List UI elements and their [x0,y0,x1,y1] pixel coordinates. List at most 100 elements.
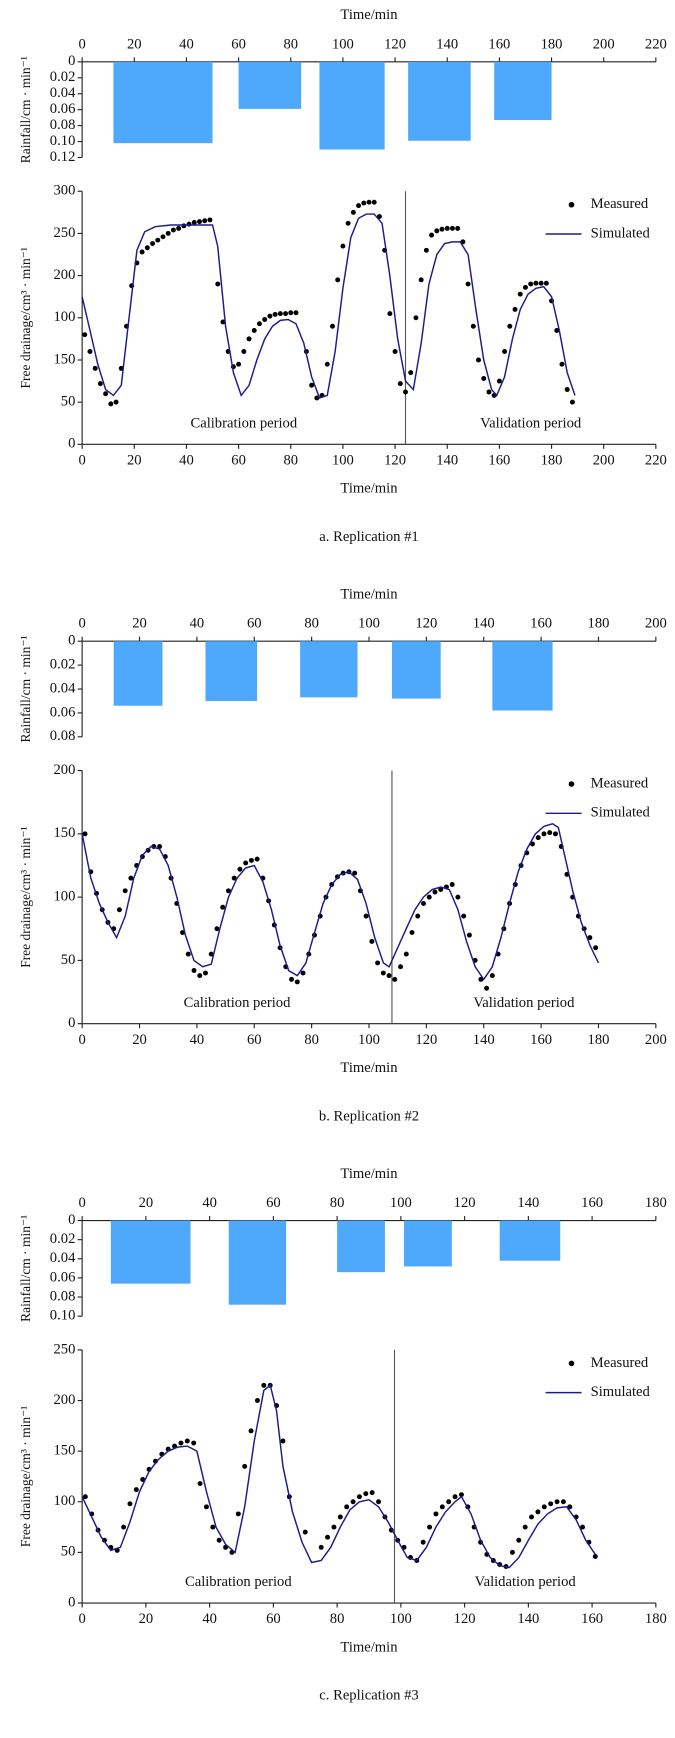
y-tick-label: 250 [53,225,75,241]
y-axis-title: Rainfall/cm · min⁻¹ [18,1215,33,1322]
rain-bar [391,641,441,699]
measured-point [160,234,166,240]
measured-point [517,291,523,297]
x-axis-title: Time/min [340,586,398,602]
measured-point [554,327,560,333]
measured-point [564,387,570,392]
measured-point [380,970,386,976]
measured-point [309,382,315,388]
measured-point [254,1398,260,1403]
measured-point [502,349,508,355]
measured-point [507,323,513,329]
measured-point [207,217,213,223]
measured-point [337,1514,343,1520]
y-tick-label: 0.04 [50,85,76,101]
y-axis-title: Free drainage/cm³ · min⁻¹ [18,1406,33,1547]
measured-point [466,932,472,938]
y-tick-label: 0 [68,633,75,649]
measured-point [144,245,150,251]
measured-point [350,209,356,215]
measured-point [470,323,476,329]
measured-point [444,225,450,231]
y-tick-label: 0.06 [50,101,76,117]
x-tick-label: 120 [384,36,406,52]
measured-point [293,310,299,316]
y-axis-title: Rainfall/cm · min⁻¹ [18,56,33,163]
measured-point [530,841,535,847]
x-tick-label: 20 [132,616,147,632]
y-tick-label: 0.04 [50,1250,76,1266]
measured-point [449,881,455,887]
y-tick-label: 0 [68,1015,75,1031]
x-tick-label: 160 [530,616,552,632]
y-tick-label: 0.08 [50,117,76,133]
measured-point [216,1537,222,1543]
x-tick-label: 120 [454,1611,476,1627]
x-tick-label: 100 [358,1032,380,1048]
measured-point [535,1509,541,1515]
measured-point [208,951,214,957]
measured-point [92,365,98,371]
measured-point [97,381,103,387]
x-tick-label: 140 [517,1195,539,1211]
rain-bar [113,61,213,144]
x-tick-label: 200 [645,1032,667,1048]
measured-point [434,228,440,234]
measured-point [455,225,461,231]
measured-point [538,280,544,286]
measured-point [541,831,547,837]
measured-point [127,1501,133,1507]
legend-label: Simulated [591,225,651,241]
measured-point [522,1524,528,1530]
x-tick-label: 220 [645,453,667,469]
measured-point [203,1504,209,1510]
measured-point [256,321,262,327]
measured-point [294,979,300,985]
measured-point [548,1501,554,1507]
measured-point [528,281,534,287]
measured-point [593,945,599,951]
measured-point [350,1499,356,1505]
x-tick-label: 0 [78,1195,85,1211]
measured-point [533,280,539,286]
measured-point [180,930,186,936]
simulated-line [81,1384,596,1569]
y-tick-label: 200 [53,1392,75,1408]
x-tick-label: 20 [127,36,142,52]
measured-point [191,1440,197,1446]
annotation: Validation period [480,415,582,431]
measured-point [345,220,351,226]
x-axis-title: Time/min [340,481,398,497]
measured-point [186,221,192,227]
y-tick-label: 0.02 [50,656,76,672]
measured-point [210,1524,216,1530]
y-tick-label: 250 [53,1341,75,1357]
measured-point [302,1529,308,1535]
measured-point [580,1524,586,1530]
rain-bar [404,1220,452,1267]
x-tick-label: 40 [202,1195,217,1211]
x-tick-label: 100 [332,453,354,469]
measured-point [241,349,247,355]
measured-point [157,844,163,849]
measured-point [423,247,429,253]
measured-point [242,1463,248,1469]
measured-point [184,1438,190,1444]
measured-point [203,970,208,976]
measured-point [366,199,372,205]
rain-bar [228,1220,287,1305]
caption: a. Replication #1 [319,529,418,545]
measured-point [335,277,341,283]
measured-point [458,1492,464,1498]
measured-point [254,856,260,862]
measured-point [496,378,502,384]
measured-point [236,361,242,367]
rain-bar [337,1220,385,1273]
y-tick-label: 0.08 [50,1288,76,1304]
y-tick-label: 100 [53,888,75,904]
rain-bar [494,61,552,121]
measured-point [408,370,414,376]
measured-point [375,960,381,966]
measured-point [235,1511,241,1517]
